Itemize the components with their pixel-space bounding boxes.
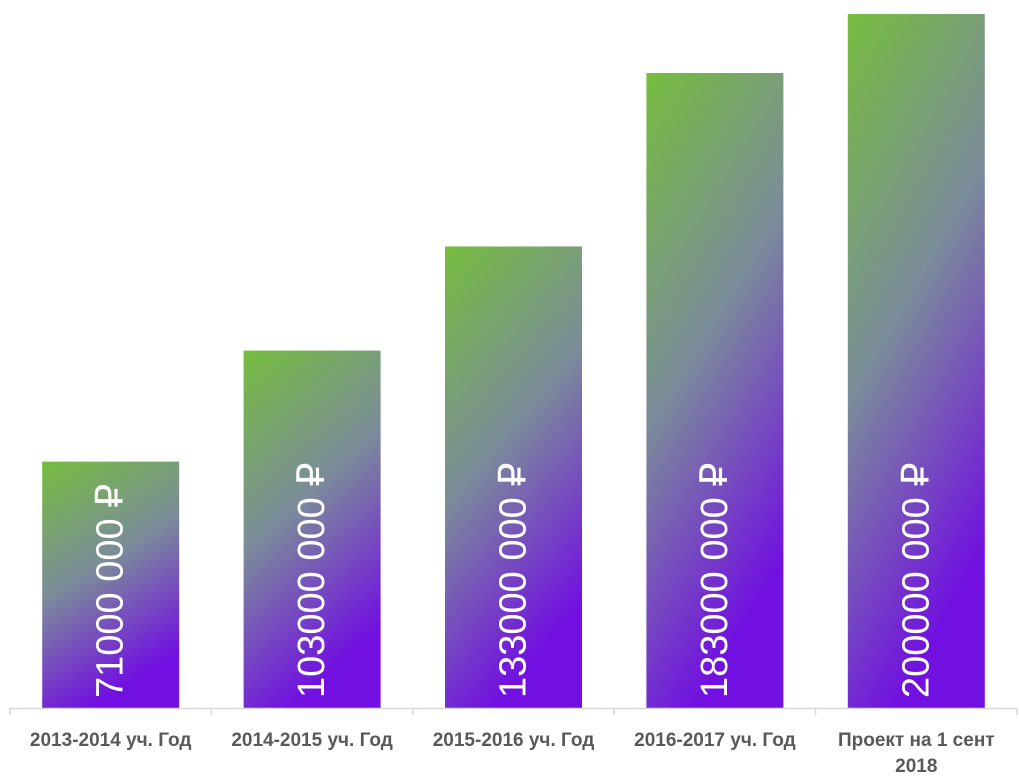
bar-value-label: 71000 000 ₽ — [90, 484, 132, 698]
bars-group — [42, 14, 985, 709]
category-label: 2018 — [895, 756, 937, 776]
bar — [243, 350, 381, 708]
category-label: Проект на 1 сент — [838, 730, 995, 751]
bar — [42, 461, 180, 708]
x-axis-ticks — [9, 708, 1018, 715]
bar-value-label: 200000 000 ₽ — [895, 462, 937, 698]
category-label: 2013-2014 уч. Год — [30, 730, 192, 751]
category-label: 2015-2016 уч. Год — [433, 730, 595, 751]
bar-value-label: 183000 000 ₽ — [694, 463, 736, 699]
category-labels-group: 2013-2014 уч. Год 2014-2015 уч. Год 2015-2… — [30, 730, 995, 776]
bar-value-label: 103000 000 ₽ — [291, 463, 333, 698]
bar — [646, 72, 784, 709]
bar — [847, 14, 985, 708]
bar — [445, 246, 582, 709]
bar-value-label: 133000 000 ₽ — [493, 463, 535, 699]
category-label: 2014-2015 уч. Год — [231, 730, 393, 751]
data-labels-group: 71000 000 ₽ 103000 000 ₽ 133000 000 ₽ 18300… — [90, 462, 938, 698]
category-label: 2016-2017 уч. Год — [634, 730, 796, 751]
